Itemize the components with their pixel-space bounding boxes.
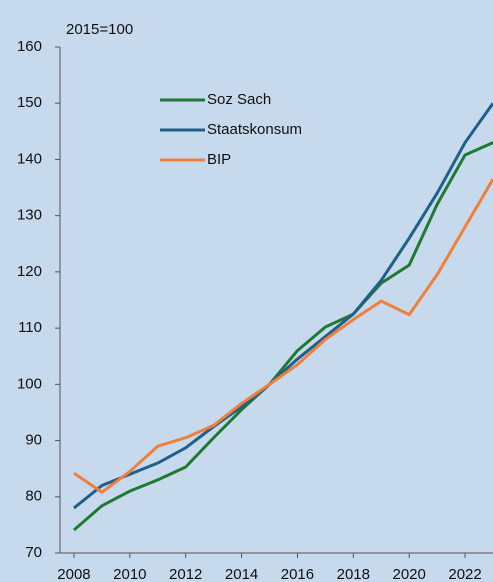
x-tick-label: 2008 — [57, 566, 90, 582]
y-tick-label: 150 — [17, 94, 42, 111]
legend-label: BIP — [207, 151, 231, 168]
y-tick-label: 70 — [25, 544, 42, 561]
x-tick-label: 2018 — [337, 566, 370, 582]
x-tick-label: 2014 — [225, 566, 258, 582]
series-line — [72, 141, 493, 532]
y-axis-label: 2015=100 — [66, 21, 133, 38]
y-tick-label: 110 — [18, 319, 42, 336]
x-tick-label: 2010 — [113, 566, 146, 582]
y-tick-label: 140 — [17, 150, 42, 167]
legend-label: Soz Sach — [207, 91, 271, 108]
y-tick-label: 130 — [17, 207, 42, 224]
x-tick-label: 2016 — [281, 566, 314, 582]
series-line — [73, 102, 493, 510]
y-tick-label: 80 — [25, 488, 42, 505]
x-tick-label: 2012 — [169, 566, 202, 582]
y-tick-label: 90 — [25, 432, 42, 449]
x-tick-label: 2022 — [448, 566, 481, 582]
y-tick-label: 120 — [17, 263, 42, 280]
x-tick-label: 2020 — [393, 566, 426, 582]
y-tick-label: 100 — [17, 375, 42, 392]
y-tick-label: 160 — [17, 38, 42, 55]
series-line — [73, 178, 493, 494]
legend-label: Staatskonsum — [207, 121, 302, 138]
